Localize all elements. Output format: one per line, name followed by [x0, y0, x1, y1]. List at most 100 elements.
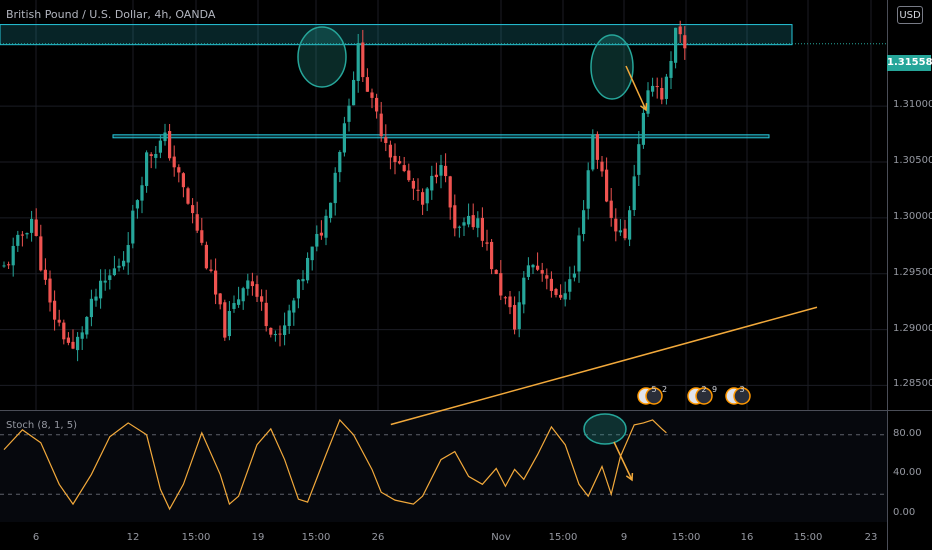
candle-body — [223, 302, 227, 338]
candle-body — [195, 214, 199, 231]
currency-button[interactable]: USD — [897, 6, 923, 24]
candle-body — [490, 241, 494, 270]
candle-body — [209, 269, 213, 271]
candle-body — [39, 236, 43, 271]
candle-body — [536, 265, 540, 270]
stoch-indicator-title: Stoch (8, 1, 5) — [6, 420, 78, 431]
candle-body — [94, 296, 98, 301]
candle-body — [333, 172, 337, 204]
highlight-circle-stoch — [583, 413, 627, 445]
candle-body — [103, 280, 107, 283]
candle-body — [241, 288, 245, 302]
candle-body — [218, 293, 222, 305]
candle-body — [135, 200, 139, 209]
candle-body — [361, 42, 365, 78]
candle-body — [145, 152, 149, 186]
candle-body — [605, 169, 609, 202]
candle-body — [664, 76, 668, 99]
support-line — [112, 134, 770, 139]
candle-body — [434, 174, 438, 178]
candle-body — [646, 90, 650, 114]
candle-body — [310, 246, 314, 261]
price-tick-label: 1.30500 — [893, 154, 932, 166]
candle-body — [117, 265, 121, 268]
candle-body — [577, 235, 581, 272]
candle-body — [568, 279, 572, 292]
candle-body — [595, 134, 599, 160]
candle-body — [112, 268, 116, 276]
candle-body — [586, 170, 590, 209]
candle-body — [11, 245, 15, 266]
candle-body — [149, 154, 153, 157]
candle-body — [522, 277, 526, 305]
candle-body — [315, 233, 319, 247]
candle-body — [43, 269, 47, 280]
candle-body — [407, 170, 411, 181]
candle-body — [71, 341, 75, 349]
candle-body — [660, 88, 664, 100]
candle-body — [388, 144, 392, 158]
candle-body — [655, 86, 659, 88]
candle-body — [370, 92, 374, 98]
candle-body — [453, 205, 457, 229]
candle-body — [204, 244, 208, 269]
candle-body — [246, 280, 250, 289]
candle-body — [508, 296, 512, 308]
candle-body — [554, 289, 558, 295]
stoch-tick-label: 80.00 — [893, 427, 922, 439]
candle-body — [232, 303, 236, 309]
candle-body — [260, 296, 264, 302]
candle-body — [499, 273, 503, 296]
price-tick-label: 1.31000 — [893, 99, 932, 111]
price-tick-label: 1.30000 — [893, 210, 932, 222]
candle-body — [462, 222, 466, 226]
candle-body — [186, 188, 190, 204]
candle-body — [457, 226, 461, 228]
candle-body — [563, 293, 567, 300]
time-tick-label: 15:00 — [671, 532, 701, 543]
candle-body — [62, 322, 66, 340]
candle-body — [278, 333, 282, 335]
event-count-bubble — [695, 387, 713, 405]
candle-body — [582, 210, 586, 234]
stoch-down-arrow-head — [625, 472, 634, 482]
candle-body — [485, 242, 489, 244]
candle-body — [227, 311, 231, 337]
candle-body — [347, 105, 351, 122]
time-tick-label: 19 — [251, 532, 265, 543]
candle-body — [384, 137, 388, 144]
event-count: 2 — [701, 385, 706, 394]
candle-body — [559, 294, 563, 298]
candle-body — [356, 43, 360, 81]
candle-body — [66, 337, 70, 343]
candle-body — [375, 97, 379, 112]
candle-body — [421, 192, 425, 205]
economic-event-badge[interactable]: 3 — [725, 385, 751, 405]
time-tick-label: 12 — [126, 532, 140, 543]
candle-body — [48, 278, 52, 303]
candle-body — [338, 151, 342, 173]
candle-body — [448, 176, 452, 208]
candle-body — [623, 228, 627, 239]
candle-body — [76, 336, 80, 351]
candle-body — [85, 316, 89, 335]
candle-body — [329, 202, 333, 218]
price-tick-label: 1.29500 — [893, 266, 932, 278]
candle-body — [476, 218, 480, 228]
candle-body — [319, 232, 323, 236]
candle-body — [269, 327, 273, 335]
candle-body — [80, 332, 84, 339]
candle-body — [283, 325, 287, 336]
event-count: 5 — [651, 385, 656, 394]
candle-body — [540, 270, 544, 274]
candle-body — [25, 233, 29, 235]
time-tick-label: 9 — [620, 532, 628, 543]
candle-body — [517, 302, 521, 330]
candle-body — [683, 35, 687, 49]
candle-body — [34, 219, 38, 236]
candle-body — [296, 279, 300, 299]
